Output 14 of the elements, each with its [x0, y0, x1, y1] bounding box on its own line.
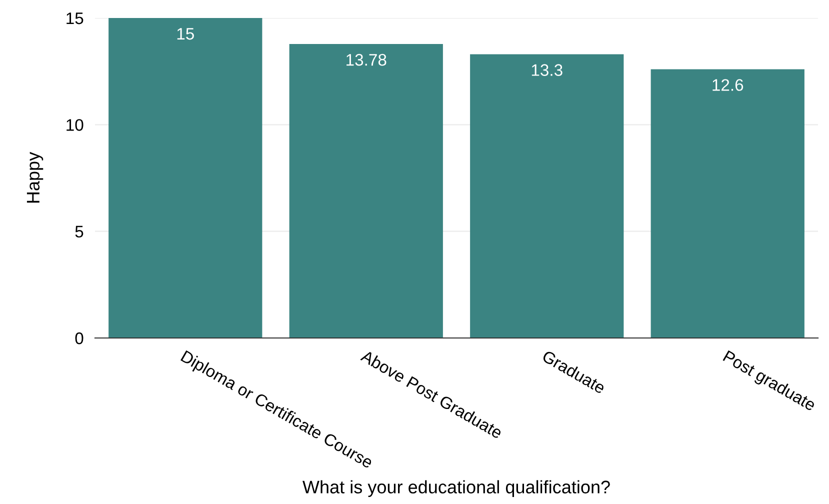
- bar: [289, 44, 443, 338]
- bar: [470, 54, 624, 338]
- bar: [108, 18, 262, 338]
- y-axis-title: Happy: [26, 152, 44, 203]
- data-label: 15: [177, 28, 194, 40]
- data-label: 13.78: [346, 54, 386, 66]
- y-tick-label: 0: [75, 332, 84, 344]
- data-label: 13.3: [532, 64, 562, 76]
- y-tick-label: 5: [75, 226, 84, 238]
- x-axis-title: What is your educational qualification?: [302, 480, 610, 498]
- y-tick-label: 15: [66, 12, 84, 24]
- bar: [650, 69, 804, 338]
- data-label: 12.6: [712, 79, 744, 91]
- y-tick-label: 10: [66, 119, 84, 131]
